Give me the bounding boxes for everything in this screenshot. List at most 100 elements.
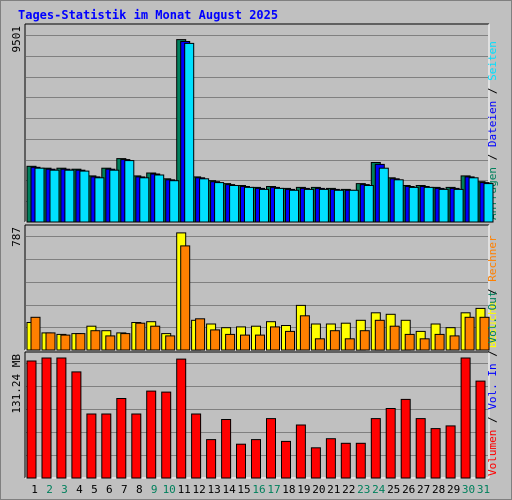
bar — [116, 398, 127, 479]
bar — [385, 408, 396, 479]
bar — [295, 424, 306, 479]
bar — [225, 333, 236, 351]
bar — [154, 174, 165, 223]
bar — [281, 440, 291, 479]
legend-item: Vol. In — [486, 363, 499, 409]
x-tick-label: 9 — [151, 483, 158, 496]
bar — [464, 316, 475, 351]
bar — [135, 322, 146, 351]
bar — [430, 428, 441, 479]
bar — [195, 318, 206, 351]
bar — [285, 330, 295, 351]
legend-item: Rechner — [486, 235, 499, 282]
bar — [404, 333, 415, 351]
bar — [303, 188, 314, 223]
bar — [310, 447, 321, 479]
bar — [41, 357, 52, 479]
bar — [400, 398, 411, 479]
bar — [176, 358, 187, 479]
bar — [378, 167, 389, 223]
bar — [86, 413, 97, 479]
bar — [94, 177, 105, 223]
x-tick-label: 16 — [252, 483, 265, 496]
bar — [299, 315, 310, 351]
bar — [270, 326, 280, 351]
x-tick-label: 29 — [447, 483, 460, 496]
bar — [150, 325, 161, 351]
bar — [109, 169, 120, 223]
bar — [318, 188, 329, 223]
bar — [449, 335, 460, 351]
max-value-label: 131.24 MB — [10, 354, 23, 414]
bar — [348, 189, 359, 223]
x-tick-label: 17 — [267, 483, 280, 496]
legend-separator: / — [486, 81, 499, 101]
bar — [214, 182, 225, 223]
legend-separator: / — [486, 282, 499, 302]
bar — [206, 439, 217, 479]
x-tick-label: 2 — [46, 483, 53, 496]
bar — [26, 360, 37, 479]
max-value-label: 787 — [10, 227, 23, 247]
bar — [434, 333, 445, 351]
x-tick-label: 19 — [297, 483, 310, 496]
bar — [445, 425, 456, 479]
bar — [56, 357, 67, 479]
bar — [79, 170, 90, 223]
bar — [139, 177, 150, 223]
chart-title: Tages-Statistik im Monat August 2025 — [18, 8, 279, 22]
x-tick-label: 1 — [31, 483, 38, 496]
x-axis: 1 2 3 4 5 6 7 8 9 10 11 12 13 14 15 16 17 18 19 20 21 22 23 24 2… — [31, 483, 490, 496]
bar — [101, 413, 112, 479]
x-tick-label: 13 — [207, 483, 220, 496]
bar — [389, 325, 400, 351]
bar — [363, 185, 374, 223]
bar — [314, 338, 325, 351]
max-value-label: 9501 — [10, 26, 23, 53]
bar — [240, 334, 250, 351]
x-tick-label: 25 — [387, 483, 400, 496]
bar — [329, 330, 340, 351]
bar — [419, 338, 430, 351]
x-tick-label: 27 — [417, 483, 430, 496]
bar — [374, 319, 385, 351]
bar — [45, 332, 56, 351]
bar — [221, 419, 232, 479]
x-tick-label: 24 — [372, 483, 386, 496]
x-tick-label: 23 — [357, 483, 370, 496]
bar — [34, 167, 45, 223]
x-tick-label: 6 — [106, 483, 113, 496]
requests-panel: 9501Anfragen / Dateien / Seiten — [10, 23, 499, 223]
bar — [344, 338, 355, 351]
bar — [180, 245, 191, 351]
x-tick-label: 30 — [462, 483, 475, 496]
bar — [120, 333, 131, 351]
bar — [460, 357, 471, 479]
bar — [229, 185, 240, 223]
legend-item: Volumen — [486, 430, 499, 476]
x-tick-label: 21 — [327, 483, 340, 496]
x-tick-label: 10 — [163, 483, 176, 496]
bar — [438, 188, 449, 223]
bar — [340, 442, 351, 479]
bar — [274, 187, 284, 223]
x-tick-label: 12 — [192, 483, 205, 496]
bar — [210, 329, 221, 351]
bar — [161, 391, 172, 479]
x-tick-label: 20 — [312, 483, 325, 496]
legend-separator: / — [486, 344, 499, 364]
bar — [355, 442, 366, 479]
x-tick-label: 7 — [121, 483, 128, 496]
bar — [124, 160, 135, 223]
bar — [393, 179, 404, 223]
bar — [90, 330, 101, 351]
x-tick-label: 22 — [342, 483, 355, 496]
x-tick-label: 14 — [222, 483, 236, 496]
bar — [289, 189, 299, 223]
x-tick-label: 18 — [282, 483, 295, 496]
x-tick-label: 5 — [91, 483, 98, 496]
bar — [75, 333, 86, 351]
bar — [408, 186, 419, 223]
bar — [244, 186, 254, 223]
